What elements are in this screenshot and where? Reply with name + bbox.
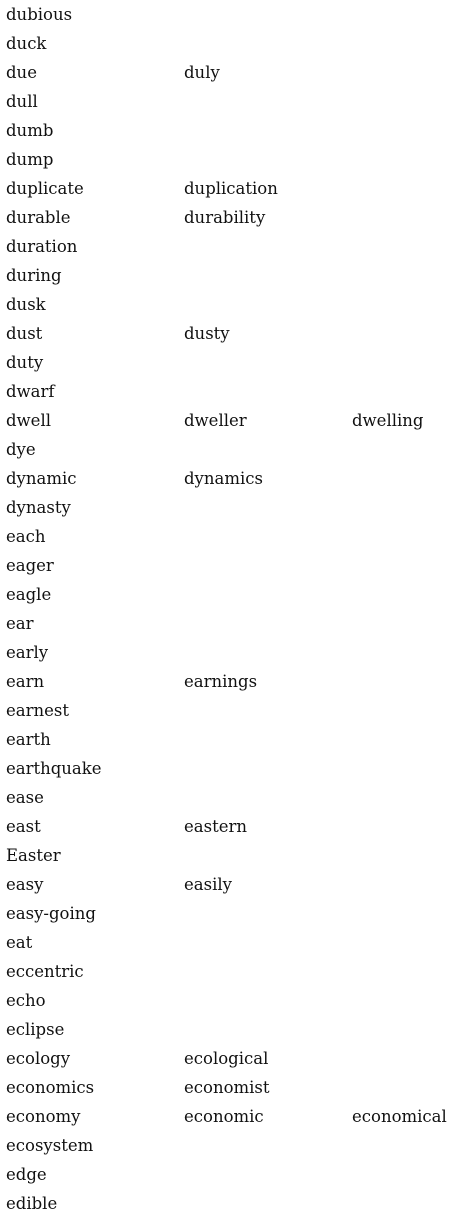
headword: dynasty [6,498,71,517]
headword: economy [6,1107,81,1126]
headword: duty [6,353,44,372]
headword: dump [6,150,54,169]
word-row: dumb [0,116,462,145]
word-row: eat [0,928,462,957]
headword: durable [6,208,71,227]
headword: eclipse [6,1020,65,1039]
headword: economics [6,1078,95,1097]
headword: eager [6,556,54,575]
derived-word: dweller [184,411,247,430]
word-row: earthquake [0,754,462,783]
derived-word: duly [184,63,220,82]
headword: earnest [6,701,69,720]
word-row: edible [0,1189,462,1218]
word-row: earth [0,725,462,754]
word-row: eclipse [0,1015,462,1044]
headword: eccentric [6,962,84,981]
headword: dwell [6,411,52,430]
derived-word: dynamics [184,469,263,488]
headword: ear [6,614,34,633]
headword: edible [6,1194,58,1213]
word-row: dusk [0,290,462,319]
word-row: ecology ecological [0,1044,462,1073]
word-row: echo [0,986,462,1015]
word-row: economics economist [0,1073,462,1102]
headword: dubious [6,5,73,24]
headword: earthquake [6,759,102,778]
headword: eat [6,933,33,952]
word-row: dynamic dynamics [0,464,462,493]
word-row: eagle [0,580,462,609]
word-row: during [0,261,462,290]
word-row: duration [0,232,462,261]
headword: easy-going [6,904,96,923]
word-row: eccentric [0,957,462,986]
word-row: ease [0,783,462,812]
derived-word: dusty [184,324,230,343]
word-row: easy easily [0,870,462,899]
word-row: early [0,638,462,667]
word-row: dubious [0,0,462,29]
word-row: dye [0,435,462,464]
word-row: edge [0,1160,462,1189]
derived-word: earnings [184,672,258,691]
derived-word: easily [184,875,232,894]
headword: echo [6,991,46,1010]
headword: earn [6,672,45,691]
headword: ecosystem [6,1136,94,1155]
headword: duration [6,237,78,256]
word-row: earnest [0,696,462,725]
headword: dull [6,92,38,111]
headword: each [6,527,46,546]
headword: earth [6,730,51,749]
word-row: dwarf [0,377,462,406]
word-row: duck [0,29,462,58]
headword: dynamic [6,469,77,488]
headword: dust [6,324,43,343]
word-row: ear [0,609,462,638]
derived-word: economic [184,1107,264,1126]
word-row: each [0,522,462,551]
headword: easy [6,875,44,894]
derived-word: economist [184,1078,270,1097]
word-row: dump [0,145,462,174]
word-row: durable durability [0,203,462,232]
derived-word-2: dwelling [352,411,424,430]
derived-word: eastern [184,817,247,836]
word-row: easy-going [0,899,462,928]
headword: ease [6,788,44,807]
word-row: earn earnings [0,667,462,696]
headword: dye [6,440,36,459]
word-row: dwell dweller dwelling [0,406,462,435]
headword: due [6,63,37,82]
word-row: due duly [0,58,462,87]
derived-word: durability [184,208,266,227]
headword: Easter [6,846,61,865]
word-row: dull [0,87,462,116]
derived-word: duplication [184,179,278,198]
headword: edge [6,1165,47,1184]
headword: dusk [6,295,46,314]
word-row: eager [0,551,462,580]
headword: east [6,817,41,836]
derived-word: ecological [184,1049,269,1068]
headword: duplicate [6,179,84,198]
derived-word-2: economical [352,1107,447,1126]
headword: eagle [6,585,52,604]
headword: ecology [6,1049,71,1068]
word-row: dynasty [0,493,462,522]
headword: dwarf [6,382,55,401]
word-row: economy economic economical [0,1102,462,1131]
headword: duck [6,34,47,53]
word-row: duty [0,348,462,377]
headword: early [6,643,49,662]
word-row: Easter [0,841,462,870]
headword: during [6,266,62,285]
word-row: dust dusty [0,319,462,348]
word-row: east eastern [0,812,462,841]
headword: dumb [6,121,54,140]
word-row: ecosystem [0,1131,462,1160]
word-row: duplicate duplication [0,174,462,203]
